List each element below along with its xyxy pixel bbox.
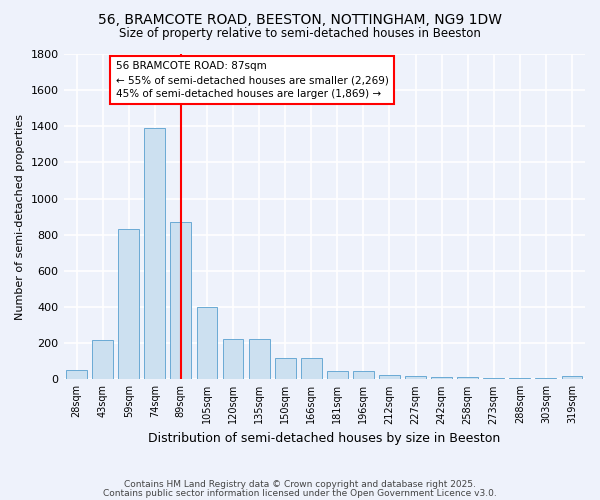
Bar: [431, 376, 452, 380]
Bar: [170, 222, 191, 380]
Bar: [405, 376, 426, 380]
X-axis label: Distribution of semi-detached houses by size in Beeston: Distribution of semi-detached houses by …: [148, 432, 500, 445]
Bar: [92, 340, 113, 380]
Bar: [118, 230, 139, 380]
Bar: [248, 338, 269, 380]
Bar: [223, 338, 244, 380]
Text: 56, BRAMCOTE ROAD, BEESTON, NOTTINGHAM, NG9 1DW: 56, BRAMCOTE ROAD, BEESTON, NOTTINGHAM, …: [98, 12, 502, 26]
Bar: [535, 378, 556, 380]
Bar: [66, 370, 87, 380]
Bar: [275, 358, 296, 380]
Bar: [301, 358, 322, 380]
Bar: [562, 376, 583, 380]
Bar: [327, 371, 348, 380]
Text: Contains public sector information licensed under the Open Government Licence v3: Contains public sector information licen…: [103, 489, 497, 498]
Bar: [457, 378, 478, 380]
Text: Size of property relative to semi-detached houses in Beeston: Size of property relative to semi-detach…: [119, 28, 481, 40]
Text: Contains HM Land Registry data © Crown copyright and database right 2025.: Contains HM Land Registry data © Crown c…: [124, 480, 476, 489]
Y-axis label: Number of semi-detached properties: Number of semi-detached properties: [15, 114, 25, 320]
Text: 56 BRAMCOTE ROAD: 87sqm
← 55% of semi-detached houses are smaller (2,269)
45% of: 56 BRAMCOTE ROAD: 87sqm ← 55% of semi-de…: [116, 61, 389, 99]
Bar: [379, 375, 400, 380]
Bar: [484, 378, 504, 380]
Bar: [509, 378, 530, 380]
Bar: [353, 371, 374, 380]
Bar: [145, 128, 165, 380]
Bar: [197, 307, 217, 380]
